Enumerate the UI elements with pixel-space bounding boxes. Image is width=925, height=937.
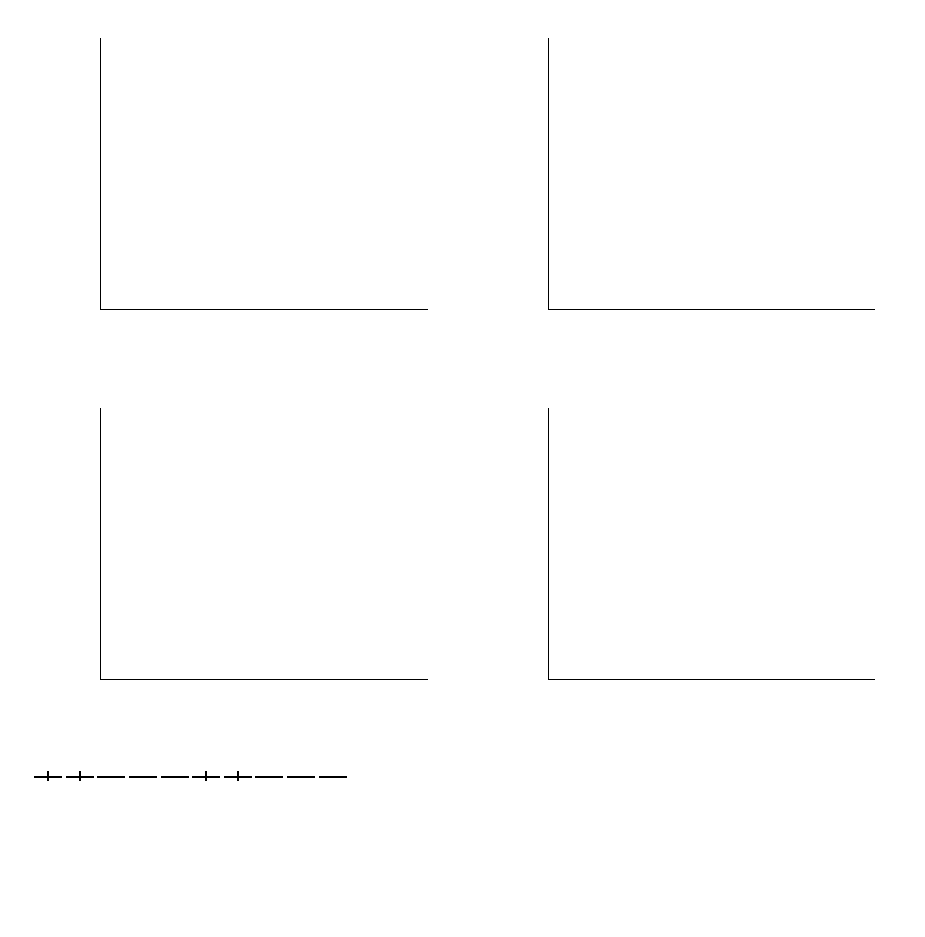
panel-a	[30, 20, 448, 370]
figure-grid	[30, 20, 895, 740]
legend-3y-icon	[287, 771, 315, 781]
roc-svg-d	[549, 408, 876, 679]
plot-d	[548, 408, 876, 680]
roc-svg-b	[549, 38, 876, 309]
plot-c	[100, 408, 428, 680]
km-svg-a	[101, 38, 428, 309]
plot-b	[548, 38, 876, 310]
legend-5y-icon	[319, 771, 347, 781]
legend-high-icon	[224, 771, 252, 781]
panel-d	[478, 390, 896, 740]
plot-a	[100, 38, 428, 310]
legend-1y-icon	[255, 771, 283, 781]
figure-caption	[30, 765, 895, 785]
legend-1y-icon	[97, 771, 125, 781]
panel-c	[30, 390, 448, 740]
legend-low-icon	[192, 771, 220, 781]
legend-high-icon	[66, 771, 94, 781]
panel-b	[478, 20, 896, 370]
km-svg-c	[101, 408, 428, 679]
legend-low-icon	[34, 771, 62, 781]
legend-5y-icon	[161, 771, 189, 781]
legend-3y-icon	[129, 771, 157, 781]
